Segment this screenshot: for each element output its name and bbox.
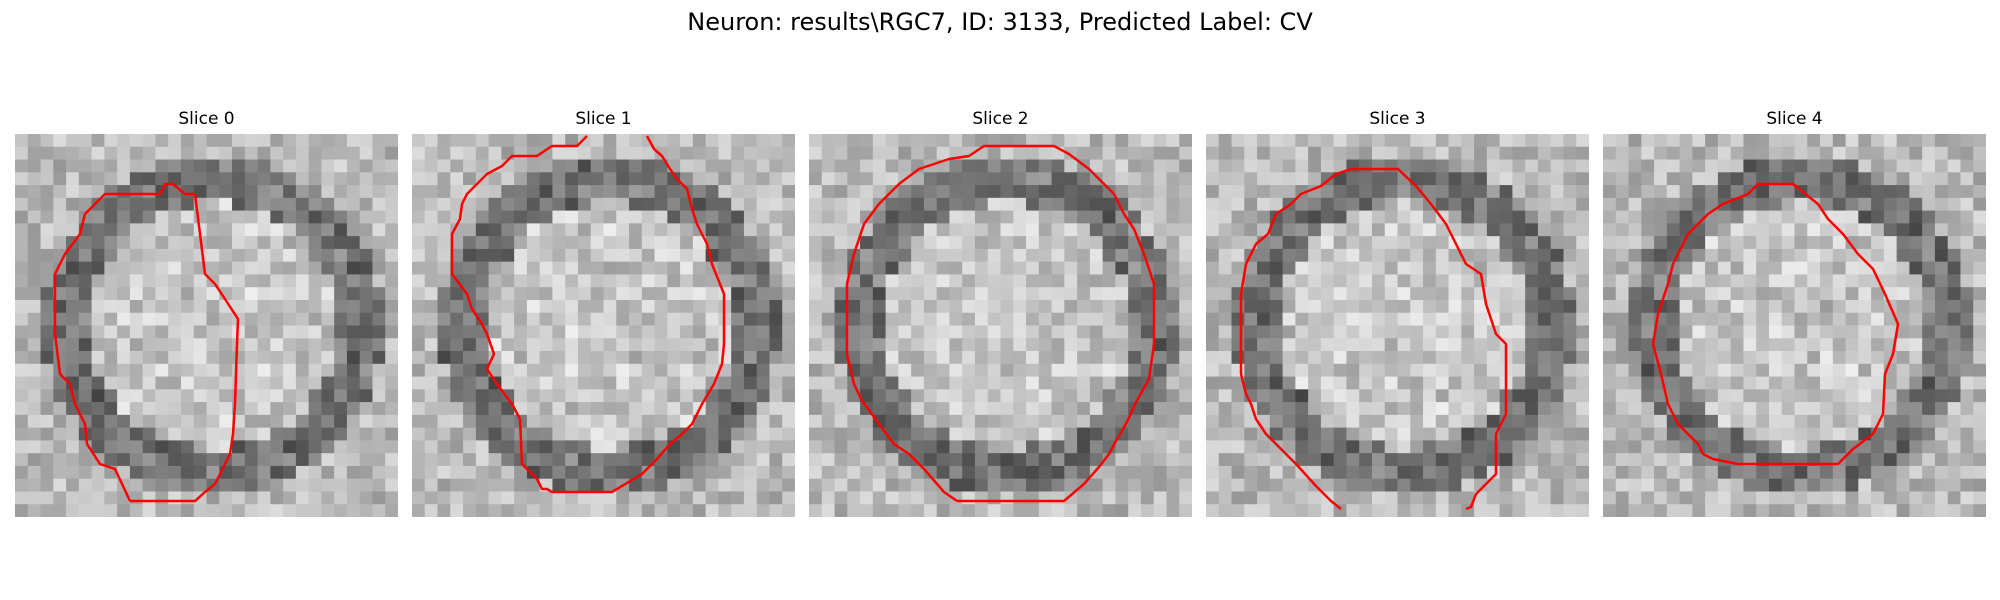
slice-image [809, 134, 1192, 517]
slice-image [15, 134, 398, 517]
cell-contour [845, 144, 1156, 503]
microscopy-pixels [15, 134, 398, 517]
slice-panel-2: Slice 2 [809, 108, 1192, 517]
cell-contour [53, 182, 240, 503]
microscopy-pixels [1206, 134, 1589, 517]
slice-title: Slice 1 [575, 109, 632, 129]
slice-svg [809, 134, 1192, 517]
microscopy-pixels [809, 134, 1192, 517]
slice-panel-3: Slice 3 [1206, 108, 1589, 517]
slice-svg [1206, 134, 1589, 517]
slice-image [1206, 134, 1589, 517]
figure-title: Neuron: results\RGC7, ID: 3133, Predicte… [687, 8, 1313, 36]
slice-title: Slice 3 [1369, 109, 1426, 129]
cell-contour-left [1239, 167, 1508, 511]
slice-svg [15, 134, 398, 517]
slice-image [1603, 134, 1986, 517]
slice-title: Slice 4 [1766, 109, 1823, 129]
slice-title: Slice 2 [972, 109, 1029, 129]
cell-contour-left [450, 135, 726, 494]
slice-svg [1603, 134, 1986, 517]
slice-image [412, 134, 795, 517]
microscopy-pixels [412, 134, 795, 517]
slice-svg [412, 134, 795, 517]
cell-contour [1651, 182, 1900, 466]
slice-panel-0: Slice 0 [15, 108, 398, 517]
slice-panel-1: Slice 1 [412, 108, 795, 517]
slice-title: Slice 0 [178, 109, 235, 129]
slice-panel-4: Slice 4 [1603, 108, 1986, 517]
microscopy-pixels [1603, 134, 1986, 517]
